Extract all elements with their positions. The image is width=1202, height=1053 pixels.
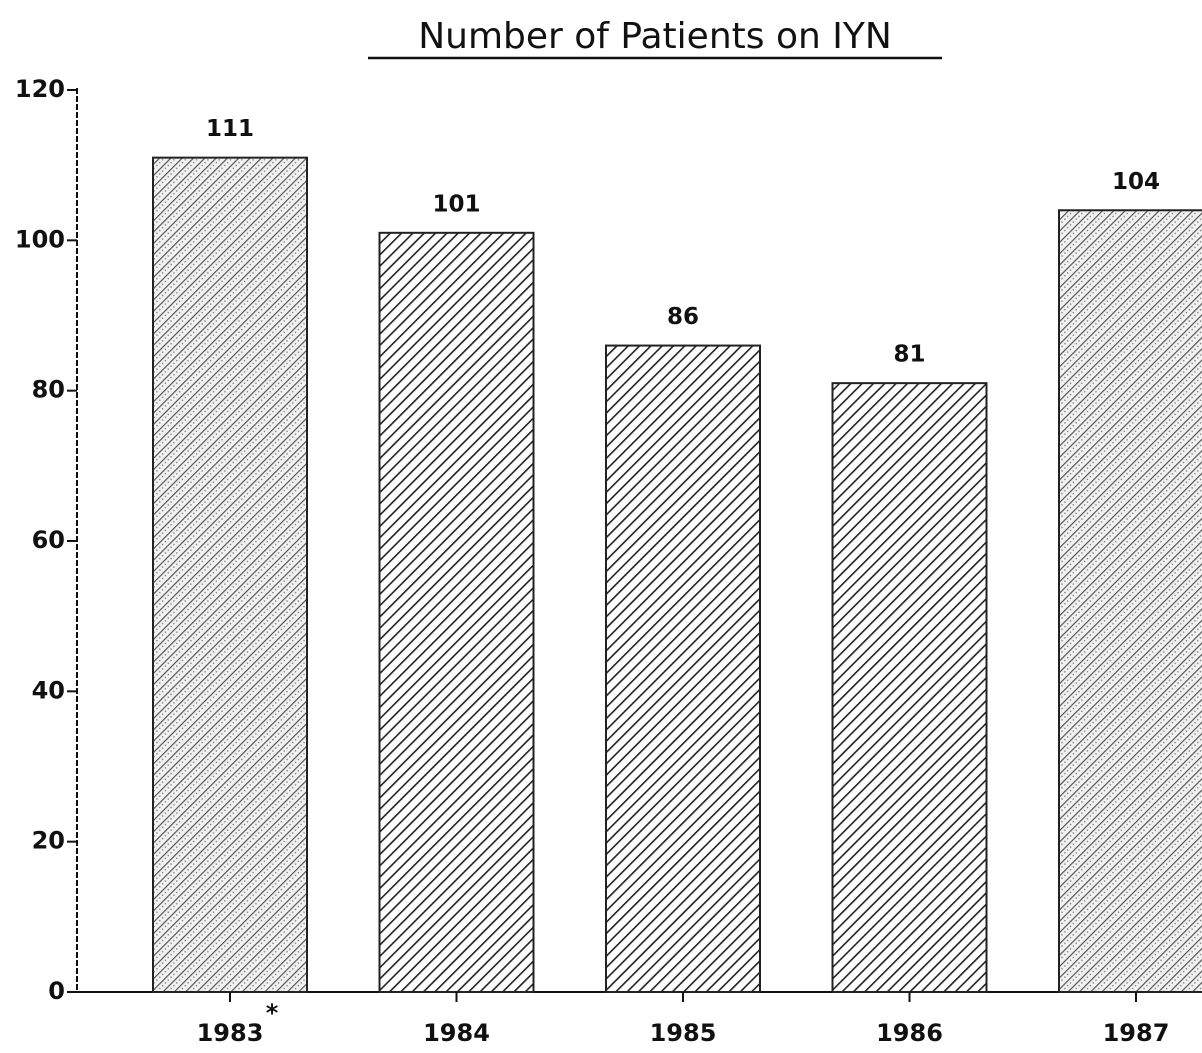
value-label: 104 — [1112, 169, 1160, 195]
bar — [831, 382, 988, 993]
bar — [378, 231, 535, 994]
x-tick-label: 1984 — [423, 1019, 490, 1047]
y-tick-label: 60 — [32, 526, 65, 554]
bar — [605, 344, 761, 994]
value-label: 81 — [893, 342, 925, 368]
bar — [152, 156, 308, 993]
y-tick-label: 100 — [15, 225, 65, 253]
y-tick-label: 20 — [32, 827, 65, 855]
x-tick-label: 1983 — [197, 1019, 264, 1047]
x-tick-label: 1985 — [650, 1019, 717, 1047]
value-label: 101 — [432, 191, 480, 217]
bar — [1058, 209, 1202, 993]
x-tick-label: 1987 — [1103, 1019, 1170, 1047]
y-tick-label: 120 — [15, 75, 65, 103]
y-tick-label: 0 — [48, 977, 65, 1005]
value-label: 86 — [667, 304, 699, 330]
y-tick-label: 40 — [32, 676, 65, 704]
value-label: 111 — [206, 116, 254, 142]
chart-title: Number of Patients on IYN — [418, 16, 892, 57]
x-tick-label: 1986 — [876, 1019, 943, 1047]
y-tick-label: 80 — [32, 376, 65, 404]
footnote-mark: * — [266, 999, 279, 1027]
